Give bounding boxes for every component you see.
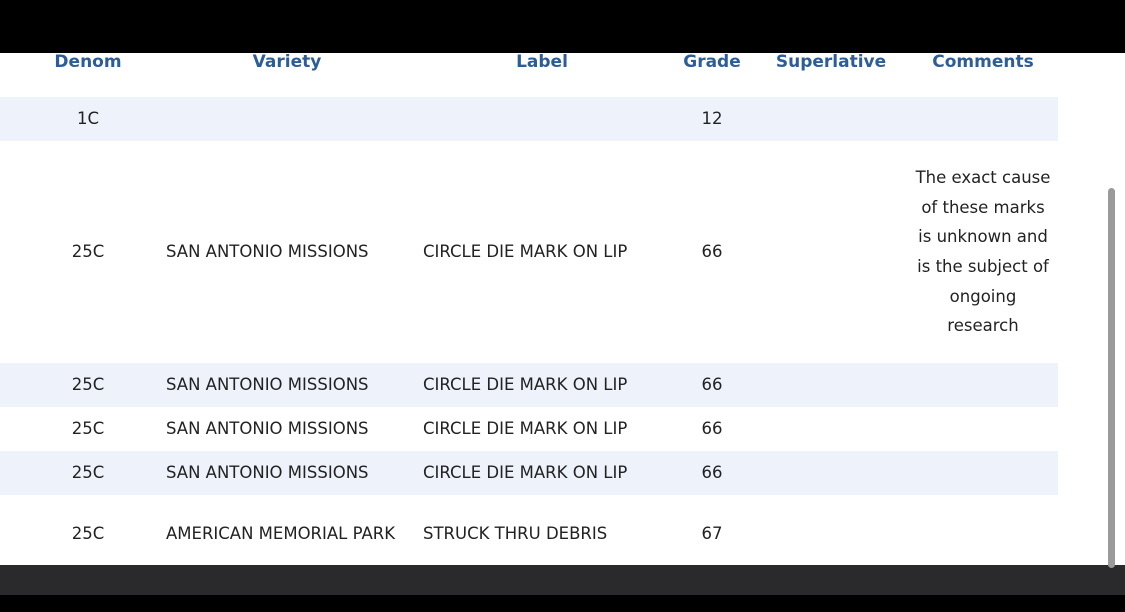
cell-text: 66 <box>701 242 723 262</box>
cell-text: SAN ANTONIO MISSIONS <box>166 375 369 395</box>
cell-text: SAN ANTONIO MISSIONS <box>166 419 369 439</box>
column-header: Comments <box>932 52 1034 72</box>
table-cell: 25C <box>0 141 176 363</box>
table-cell: 25C <box>0 451 176 495</box>
top-bar <box>0 0 1125 53</box>
bottom-bar <box>0 565 1125 612</box>
cell-text: 25C <box>71 242 105 262</box>
cell-text: STRUCK THRU DEBRIS <box>423 524 608 544</box>
table-cell: 66 <box>672 141 752 363</box>
table-cell: SAN ANTONIO MISSIONS <box>166 407 406 451</box>
cell-text: CIRCLE DIE MARK ON LIP <box>423 375 628 395</box>
table-cell: CIRCLE DIE MARK ON LIP <box>423 451 673 495</box>
table-cell: SAN ANTONIO MISSIONS <box>166 451 406 495</box>
column-header: Variety <box>252 52 322 72</box>
table-cell: SAN ANTONIO MISSIONS <box>166 141 406 363</box>
column-header: Denom <box>54 52 122 72</box>
table-cell: AMERICAN MEMORIAL PARK <box>166 495 406 573</box>
cell-text: CIRCLE DIE MARK ON LIP <box>423 242 628 262</box>
bottom-bar-inner <box>0 565 1125 595</box>
table-cell: CIRCLE DIE MARK ON LIP <box>423 363 673 407</box>
table-cell: 67 <box>672 495 752 573</box>
table-cell: The exact cause of these marks is unknow… <box>912 141 1054 363</box>
table-row: 25C SAN ANTONIO MISSIONS CIRCLE DIE MARK O… <box>0 141 1058 363</box>
cell-text: SAN ANTONIO MISSIONS <box>166 242 369 262</box>
cell-text: 66 <box>701 463 723 483</box>
cell-text: 25C <box>71 463 105 483</box>
cell-text: 25C <box>71 375 105 395</box>
scrollbar[interactable] <box>1108 188 1115 568</box>
table-cell: 25C <box>0 407 176 451</box>
cell-text: The exact cause of these marks is unknow… <box>915 168 1051 336</box>
table-row: 25C SAN ANTONIO MISSIONS CIRCLE DIE MARK O… <box>0 407 1058 451</box>
table-cell: 66 <box>672 363 752 407</box>
cell-text: 1C <box>76 109 100 129</box>
table-cell: 25C <box>0 495 176 573</box>
cell-text: 66 <box>701 419 723 439</box>
table-cell: 1C <box>0 97 176 141</box>
column-header: Label <box>516 52 568 72</box>
table-row: 25C SAN ANTONIO MISSIONS CIRCLE DIE MARK O… <box>0 451 1058 495</box>
table-cell: 12 <box>672 97 752 141</box>
column-header: Grade <box>683 52 741 72</box>
cell-text: AMERICAN MEMORIAL PARK <box>166 524 396 544</box>
table-cell: CIRCLE DIE MARK ON LIP <box>423 407 673 451</box>
cell-text: 12 <box>701 109 723 129</box>
cell-text: CIRCLE DIE MARK ON LIP <box>423 463 628 483</box>
table-row: 1C 12 <box>0 97 1058 141</box>
table-cell: CIRCLE DIE MARK ON LIP <box>423 141 673 363</box>
table-cell: STRUCK THRU DEBRIS <box>423 495 673 573</box>
cell-text: 25C <box>71 524 105 544</box>
table-cell: 66 <box>672 407 752 451</box>
table-cell: 25C <box>0 363 176 407</box>
cell-text: SAN ANTONIO MISSIONS <box>166 463 369 483</box>
column-header: Superlative <box>775 52 887 72</box>
table-cell: 66 <box>672 451 752 495</box>
cell-text: 66 <box>701 375 723 395</box>
cell-text: 25C <box>71 419 105 439</box>
table-row: 25C SAN ANTONIO MISSIONS CIRCLE DIE MARK O… <box>0 363 1058 407</box>
table-cell: SAN ANTONIO MISSIONS <box>166 363 406 407</box>
table-row: 25C AMERICAN MEMORIAL PARK STRUCK THRU DEB… <box>0 495 1058 575</box>
cell-text: CIRCLE DIE MARK ON LIP <box>423 419 628 439</box>
cell-text: 67 <box>701 524 723 544</box>
